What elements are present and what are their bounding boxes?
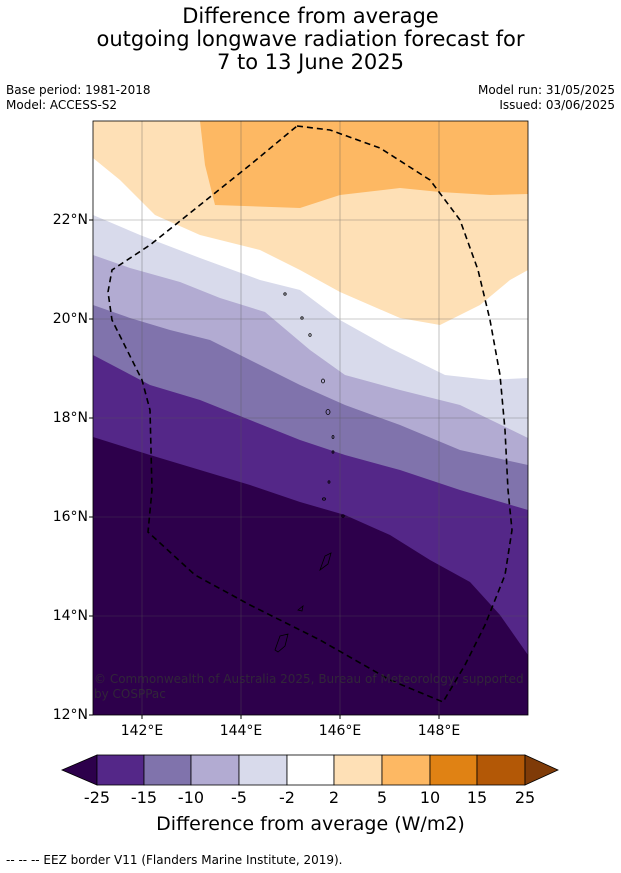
title-line-3: 7 to 13 June 2025 (216, 50, 405, 74)
colorbar-segment (333, 754, 383, 786)
lat-label-20: 20°N (52, 311, 88, 327)
lat-label-12: 12°N (52, 707, 88, 723)
colorbar-segment (96, 754, 145, 786)
islands (274, 292, 345, 653)
meta-right: Model run: 31/05/2025 Issued: 03/06/2025 (478, 83, 615, 113)
band-10-to-15 (200, 121, 528, 208)
base-period: Base period: 1981-2018 (6, 83, 151, 97)
model-run: Model run: 31/05/2025 (477, 83, 615, 97)
colorbar-tick-label: 5 (376, 788, 388, 807)
colorbar-segment (190, 754, 240, 786)
lat-label-16: 16°N (52, 509, 88, 525)
colorbar-tick-label: -10 (177, 788, 205, 807)
colorbar-segment (381, 754, 431, 786)
title-line-2: outgoing longwave radiation forecast for (96, 27, 525, 51)
colorbar-tick-label: -5 (231, 788, 247, 807)
colorbar-segment (429, 754, 478, 786)
colorbar-tick-label: -25 (83, 788, 111, 807)
lon-label-146: 146°E (318, 723, 362, 739)
lon-label-148: 148°E (417, 723, 461, 739)
colorbar-segment (476, 754, 526, 786)
colorbar-tick-label: 25 (514, 788, 536, 807)
gridlines (93, 121, 528, 715)
eez-border (107, 125, 513, 704)
lat-label-18: 18°N (52, 410, 88, 426)
colorbar-segment (286, 754, 335, 786)
axis-ticks (89, 219, 440, 719)
lon-label-142: 142°E (120, 723, 164, 739)
colorbar-extend-high (524, 754, 559, 786)
title-line-1: Difference from average (182, 4, 439, 28)
colorbar-segment (238, 754, 288, 786)
map-title: Difference from average outgoing longwav… (0, 5, 621, 74)
lat-label-22: 22°N (52, 212, 88, 228)
colorbar-segment (143, 754, 192, 786)
colorbar (60, 754, 559, 786)
lon-label-144: 144°E (219, 723, 263, 739)
colorbar-extend-low (60, 754, 98, 786)
colorbar-tick-label: 10 (419, 788, 441, 807)
colorbar-tick-label: -2 (279, 788, 295, 807)
model-name: Model: ACCESS-S2 (6, 98, 118, 112)
copyright-overlay: © Commonwealth of Australia 2025, Bureau… (94, 672, 524, 701)
meta-left: Base period: 1981-2018 Model: ACCESS-S2 (6, 83, 151, 113)
colorbar-tick-label: 15 (466, 788, 488, 807)
lat-label-14: 14°N (52, 608, 88, 624)
issued-date: Issued: 03/06/2025 (499, 98, 615, 112)
colorbar-tick-label: -15 (130, 788, 158, 807)
copyright-text: © Commonwealth of Australia 2025, Bureau… (94, 672, 524, 701)
colorbar-title: Difference from average (W/m2) (156, 813, 465, 835)
eez-legend-note: -- -- -- EEZ border V11 (Flanders Marine… (6, 853, 343, 867)
colorbar-tick-label: 2 (328, 788, 340, 807)
